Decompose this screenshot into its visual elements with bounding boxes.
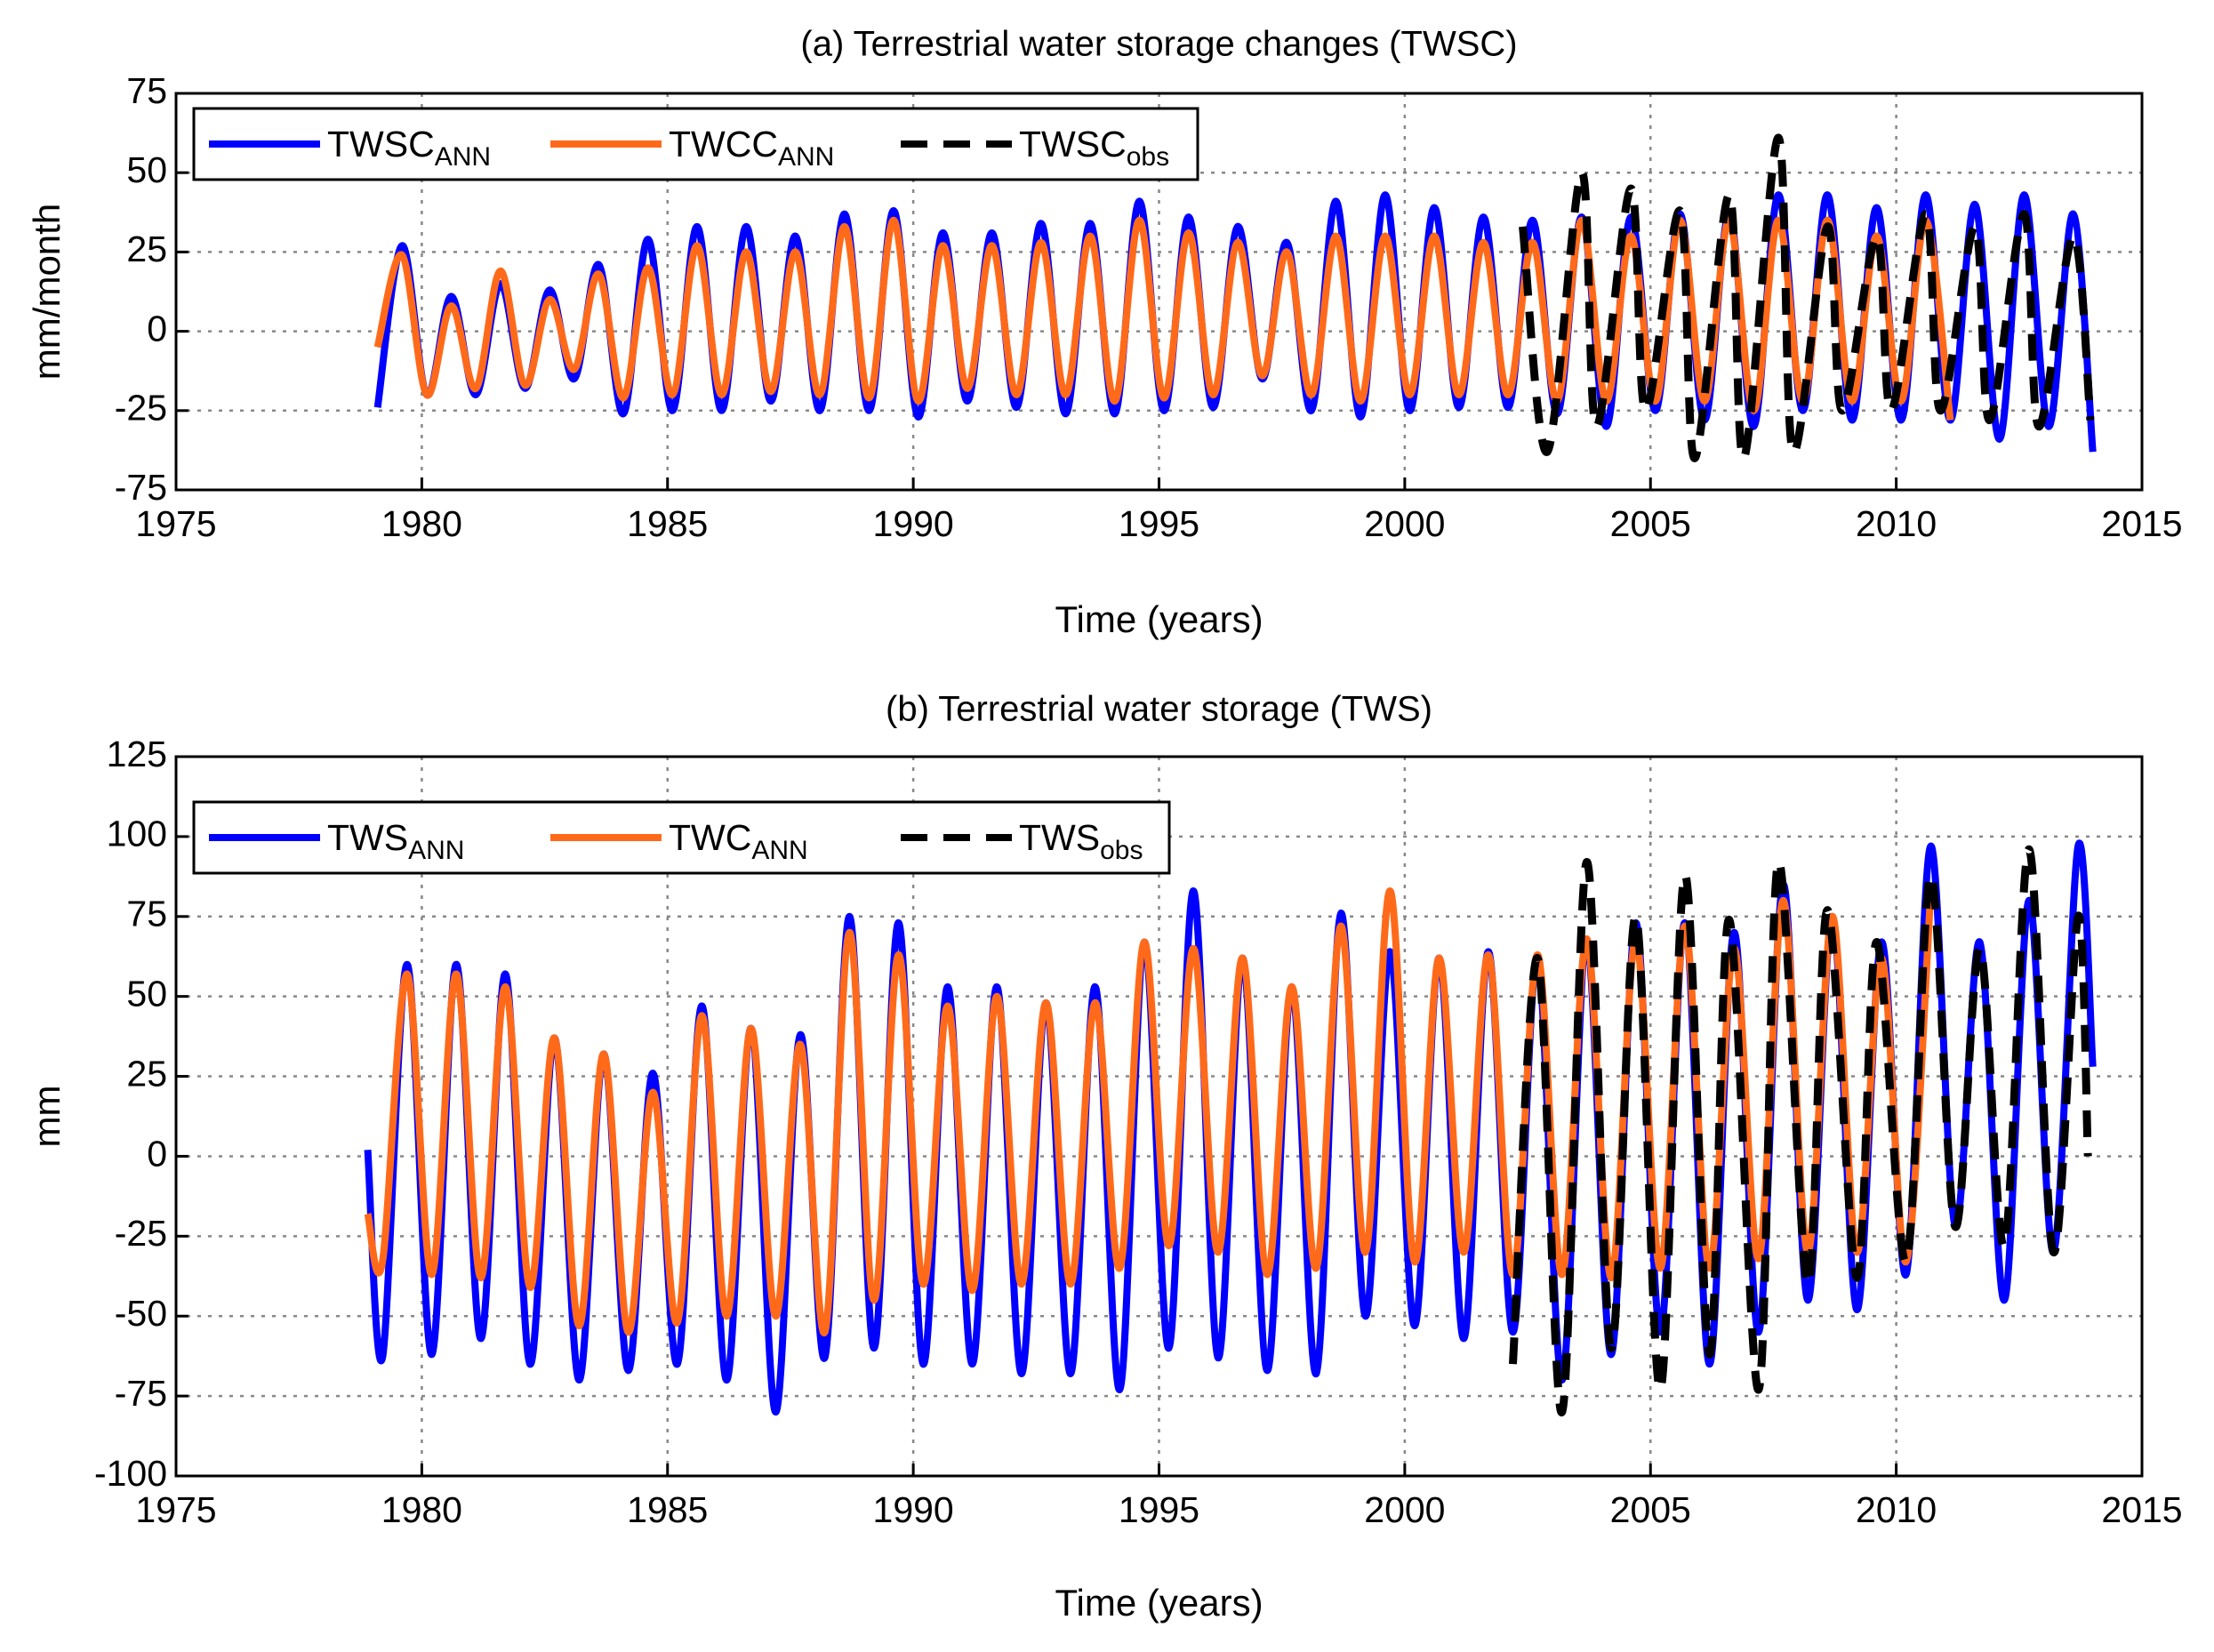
x-tick-label: 2010	[1856, 1489, 1937, 1530]
legend-name: TWS	[327, 817, 408, 858]
legend-label: TWSCobs	[1019, 124, 1169, 172]
y-tick-label: 125	[107, 734, 167, 774]
legend-subscript: ANN	[408, 836, 464, 865]
legend-name: TWC	[669, 817, 751, 858]
y-tick-label: 25	[126, 1053, 167, 1094]
legend-subscript: ANN	[778, 142, 834, 172]
x-tick-label: 2015	[2101, 503, 2182, 544]
legend-name: TWS	[1019, 817, 1100, 858]
x-axis-label: Time (years)	[1055, 598, 1263, 640]
x-axis-label: Time (years)	[1055, 1582, 1263, 1624]
y-tick-label: 100	[107, 814, 167, 854]
y-tick-label: 50	[126, 149, 167, 190]
series-line	[1519, 133, 2095, 462]
chart-title: (b) Terrestrial water storage (TWS)	[886, 690, 1432, 729]
y-tick-label: -75	[115, 467, 167, 508]
x-tick-label: 1985	[627, 503, 708, 544]
plot-frame	[174, 92, 2144, 492]
y-tick-label: 50	[126, 973, 167, 1014]
legend-subscript: ANN	[751, 836, 807, 865]
legend-name: TWCC	[669, 124, 778, 164]
y-tick-label: 75	[126, 894, 167, 934]
x-tick-label: 1975	[135, 503, 216, 544]
x-tick-label: 1995	[1119, 1489, 1199, 1530]
legend-subscript: ANN	[435, 142, 491, 172]
y-tick-label: 75	[126, 70, 167, 111]
x-tick-label: 2005	[1610, 1489, 1691, 1530]
legend-subscript: obs	[1127, 142, 1169, 172]
y-tick-label: -75	[115, 1373, 167, 1414]
x-tick-label: 1995	[1119, 503, 1199, 544]
legend-label: TWCANN	[669, 817, 808, 865]
x-tick-label: 2010	[1856, 503, 1937, 544]
x-tick-label: 1980	[381, 503, 462, 544]
y-tick-label: 0	[147, 308, 167, 349]
legend-box	[192, 107, 1199, 181]
x-tick-label: 1985	[627, 1489, 708, 1530]
y-axis-label: mm	[26, 1086, 68, 1148]
x-tick-label: 2015	[2101, 1489, 2182, 1530]
x-tick-label: 2000	[1364, 503, 1445, 544]
legend-subscript: obs	[1100, 836, 1143, 865]
y-tick-label: -25	[115, 388, 167, 429]
y-tick-label: -50	[115, 1293, 167, 1334]
series-line	[1508, 845, 2092, 1416]
legend-label: TWSCANN	[327, 124, 491, 172]
y-tick-label: -100	[94, 1453, 167, 1494]
x-tick-label: 2000	[1364, 1489, 1445, 1530]
legend-name: TWSC	[1019, 124, 1127, 164]
panel: (a) Terrestrial water storage changes (T…	[26, 25, 2183, 641]
x-tick-label: 2005	[1610, 503, 1691, 544]
plot-frame	[174, 755, 2144, 1478]
y-axis-label: mm/month	[26, 204, 68, 380]
legend-label: TWCCANN	[669, 124, 834, 172]
legend-label: TWSANN	[327, 817, 464, 865]
panel: (b) Terrestrial water storage (TWS) Time …	[26, 690, 2183, 1624]
legend-label: TWSobs	[1019, 817, 1143, 865]
chart-title: (a) Terrestrial water storage changes (T…	[800, 25, 1517, 64]
x-tick-label: 1980	[381, 1489, 462, 1530]
y-tick-label: -25	[115, 1213, 167, 1254]
y-tick-label: 0	[147, 1133, 167, 1174]
series-line	[373, 216, 1954, 421]
y-tick-label: 25	[126, 229, 167, 269]
legend-name: TWSC	[327, 124, 435, 164]
x-tick-label: 1990	[873, 1489, 954, 1530]
x-tick-label: 1975	[135, 1489, 216, 1530]
x-tick-label: 1990	[873, 503, 954, 544]
